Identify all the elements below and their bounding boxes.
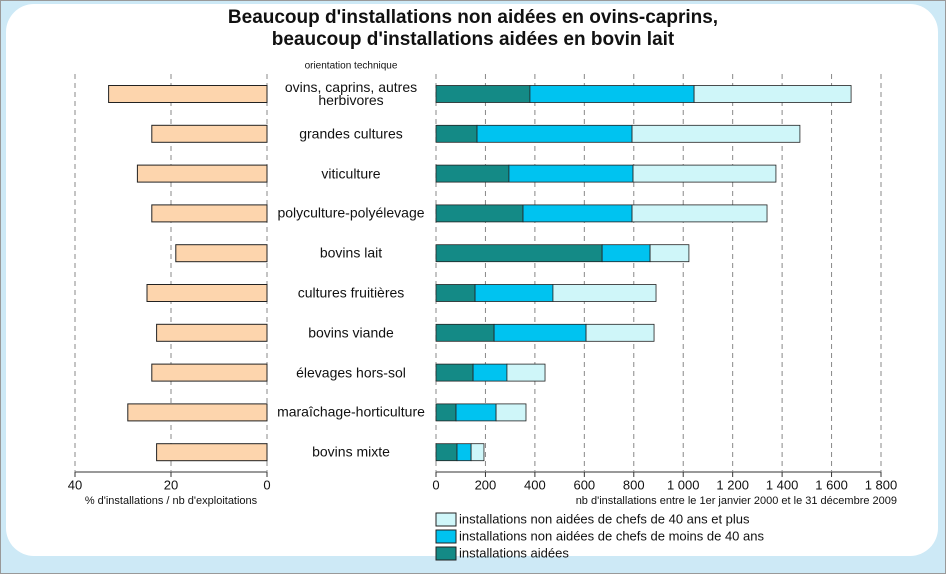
x-axis-label: nb d'installations entre le 1er janvier …	[576, 495, 897, 507]
bar	[151, 204, 268, 223]
bar	[127, 403, 268, 422]
legend-swatch	[435, 512, 457, 527]
bar	[151, 363, 268, 382]
chart-title: beaucoup d'installations aidées en bovin…	[272, 29, 675, 50]
bar-segment	[455, 403, 497, 422]
bar-segment	[435, 403, 457, 422]
bar-segment	[476, 124, 633, 143]
bar-segment	[522, 204, 633, 223]
bar-segment	[529, 85, 695, 103]
x-tick-label: 600	[573, 477, 595, 492]
category-label: bovins lait	[319, 244, 383, 261]
bar-segment	[435, 85, 531, 103]
bar-segment	[472, 363, 508, 382]
bar-segment	[493, 323, 587, 342]
x-tick-label: 1 200	[716, 477, 749, 492]
category-label: bovins mixte	[312, 443, 390, 460]
x-tick-label: 20	[164, 477, 178, 492]
category-axis-label: orientation technique	[305, 61, 398, 72]
bar	[151, 124, 268, 143]
bar-segment	[495, 403, 527, 422]
category-label: ovins, caprins, autres herbivores	[284, 79, 418, 108]
legend-swatch	[435, 546, 457, 561]
category-label: viticulture	[321, 165, 381, 182]
bar-segment	[435, 244, 603, 263]
category-label: maraîchage-horticulture	[277, 403, 425, 420]
bar-segment	[693, 85, 852, 103]
x-tick-label: 800	[623, 477, 645, 492]
category-label: bovins viande	[308, 324, 394, 341]
bar-segment	[456, 443, 472, 462]
category-label: polyculture-polyélevage	[277, 204, 425, 221]
legend-label: installations non aidées de chefs de 40 …	[459, 511, 750, 526]
bar-segment	[435, 164, 510, 183]
bar-segment	[435, 204, 524, 223]
bar-segment	[470, 443, 485, 462]
bar-segment	[435, 284, 476, 302]
bar-segment	[585, 323, 655, 342]
x-tick-label: 1 400	[766, 477, 799, 492]
legend-label: installations non aidées de chefs de moi…	[459, 528, 764, 543]
legend-label: installations aidées	[459, 545, 569, 560]
category-label: cultures fruitières	[297, 284, 405, 301]
bar	[156, 323, 268, 342]
x-tick-label: 1 800	[865, 477, 898, 492]
x-tick-label: 1 600	[815, 477, 848, 492]
chart-title: Beaucoup d'installations non aidées en o…	[228, 7, 718, 28]
bar-segment	[435, 323, 495, 342]
bar	[108, 85, 268, 103]
bar-segment	[506, 363, 546, 382]
bar	[156, 443, 268, 462]
bar-segment	[631, 204, 768, 223]
x-axis-label: % d'installations / nb d'exploitations	[85, 495, 258, 507]
bar	[146, 284, 268, 302]
bar	[175, 244, 268, 263]
x-tick-label: 200	[475, 477, 497, 492]
bar-segment	[631, 124, 801, 143]
bar-segment	[601, 244, 651, 263]
x-tick-label: 0	[263, 477, 270, 492]
x-tick-label: 1 000	[667, 477, 700, 492]
bar-segment	[632, 164, 777, 183]
bar-segment	[474, 284, 554, 302]
category-label: grandes cultures	[299, 125, 403, 142]
x-tick-label: 400	[524, 477, 546, 492]
bar-segment	[649, 244, 690, 263]
x-tick-label: 0	[432, 477, 439, 492]
legend-swatch	[435, 529, 457, 544]
bar-segment	[435, 363, 474, 382]
bar	[136, 164, 268, 183]
bar-segment	[435, 443, 458, 462]
x-tick-label: 40	[68, 477, 82, 492]
bar-segment	[508, 164, 634, 183]
bar-segment	[435, 124, 478, 143]
bar-segment	[552, 284, 657, 302]
category-label: élevages hors-sol	[296, 364, 406, 381]
